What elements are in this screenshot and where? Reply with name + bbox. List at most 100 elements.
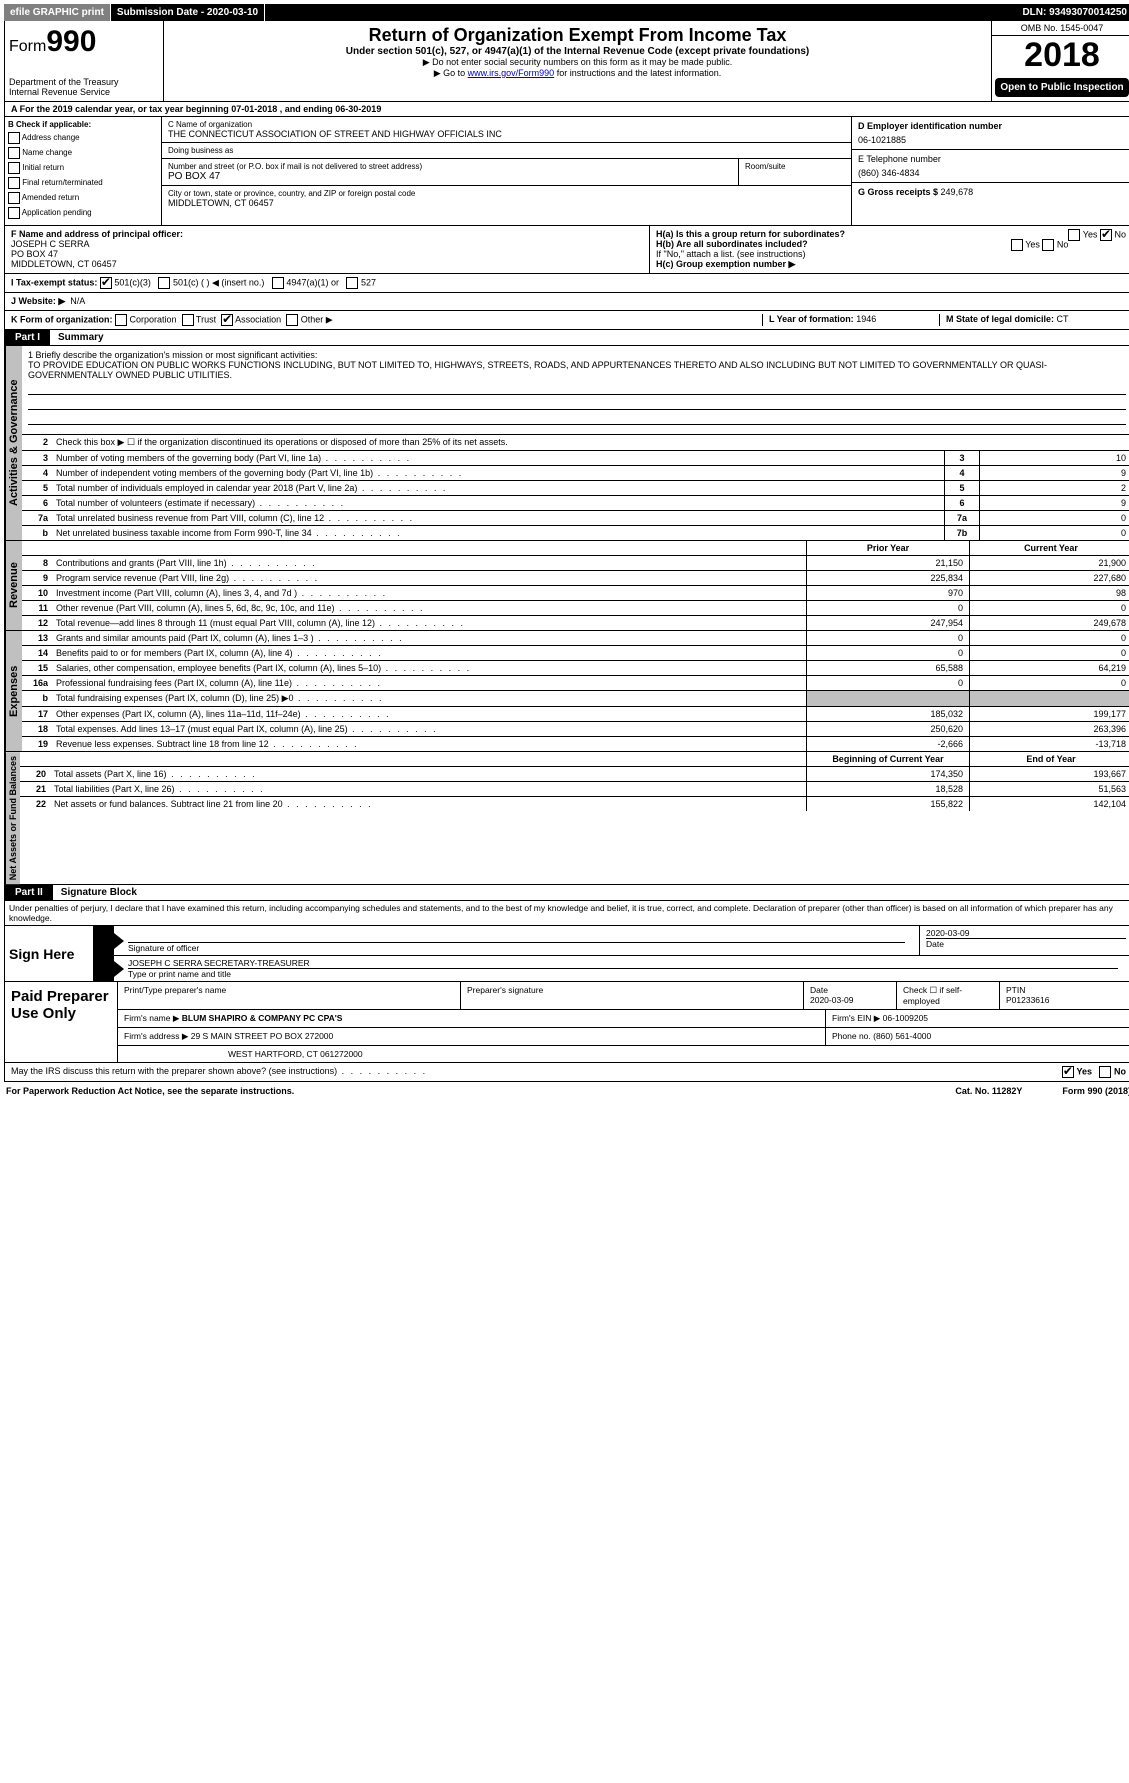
form-number: Form990: [9, 25, 159, 59]
org-name: THE CONNECTICUT ASSOCIATION OF STREET AN…: [168, 129, 845, 139]
box-d: D Employer identification number 06-1021…: [852, 117, 1129, 225]
chk-pending: Application pending: [8, 207, 158, 219]
checkbox-icon[interactable]: [8, 192, 20, 204]
irs-link[interactable]: www.irs.gov/Form990: [468, 68, 555, 78]
net-header-row: Beginning of Current Year End of Year: [20, 752, 1129, 767]
checkbox-icon[interactable]: [272, 277, 284, 289]
ein-cell: D Employer identification number 06-1021…: [852, 117, 1129, 150]
checkbox-icon[interactable]: [1062, 1066, 1074, 1078]
org-name-cell: C Name of organization THE CONNECTICUT A…: [162, 117, 851, 143]
chk-amended: Amended return: [8, 192, 158, 204]
checkbox-icon[interactable]: [8, 162, 20, 174]
officer-printed-name: JOSEPH C SERRA SECRETARY-TREASURER: [128, 958, 1118, 968]
header-left: Form990 Department of the Treasury Inter…: [5, 21, 164, 101]
h-b: H(b) Are all subordinates included? Yes …: [656, 239, 1126, 249]
city-cell: City or town, state or province, country…: [162, 186, 851, 211]
section-expenses: Expenses 13Grants and similar amounts pa…: [4, 631, 1129, 752]
data-row: 8Contributions and grants (Part VIII, li…: [22, 556, 1129, 571]
website-value: N/A: [70, 296, 85, 306]
section-revenue: Revenue Prior Year Current Year 8Contrib…: [4, 541, 1129, 631]
checkbox-icon[interactable]: [8, 177, 20, 189]
efile-label: efile GRAPHIC print: [4, 4, 111, 21]
omb-number: OMB No. 1545-0047: [992, 21, 1129, 36]
sign-here-block: Sign Here Signature of officer 2020-03-0…: [4, 926, 1129, 982]
mission-text: TO PROVIDE EDUCATION ON PUBLIC WORKS FUN…: [28, 360, 1126, 380]
box-b: B Check if applicable: Address change Na…: [5, 117, 162, 225]
data-row: 9Program service revenue (Part VIII, lin…: [22, 571, 1129, 586]
footer-form: Form 990 (2018): [1062, 1086, 1129, 1096]
box-b-title: B Check if applicable:: [8, 120, 158, 129]
preparer-row-4: WEST HARTFORD, CT 061272000: [118, 1046, 1129, 1062]
checkbox-icon[interactable]: [346, 277, 358, 289]
checkbox-icon[interactable]: [1099, 1066, 1111, 1078]
governance-row: bNet unrelated business taxable income f…: [22, 526, 1129, 540]
row-j: J Website: ▶ N/A: [4, 293, 1129, 311]
tax-year: 2018: [992, 36, 1129, 75]
ein-value: 06-1021885: [858, 135, 1126, 145]
part-tab: Part II: [5, 885, 53, 900]
checkbox-icon[interactable]: [221, 314, 233, 326]
irs-label: Internal Revenue Service: [9, 87, 159, 97]
section-governance: Activities & Governance 1 Briefly descri…: [4, 346, 1129, 541]
part-title: Summary: [50, 330, 112, 345]
checkbox-icon[interactable]: [1011, 239, 1023, 251]
data-row: 16aProfessional fundraising fees (Part I…: [22, 676, 1129, 691]
checkbox-icon[interactable]: [1100, 229, 1112, 241]
mission-block: 1 Briefly describe the organization's mi…: [22, 346, 1129, 435]
phone-value: (860) 346-4834: [858, 168, 1126, 178]
submission-date: Submission Date - 2020-03-10: [111, 4, 265, 21]
h-a: H(a) Is this a group return for subordin…: [656, 229, 1126, 239]
city-state-zip: MIDDLETOWN, CT 06457: [168, 198, 845, 208]
data-row: 22Net assets or fund balances. Subtract …: [20, 797, 1129, 811]
note-ssn: ▶ Do not enter social security numbers o…: [168, 57, 987, 68]
arrow-icon: [94, 926, 114, 955]
checkbox-icon[interactable]: [100, 277, 112, 289]
chk-initial-return: Initial return: [8, 162, 158, 174]
data-row: 17Other expenses (Part IX, column (A), l…: [22, 707, 1129, 722]
dept-treasury: Department of the Treasury: [9, 77, 159, 87]
checkbox-icon[interactable]: [182, 314, 194, 326]
data-row: 19Revenue less expenses. Subtract line 1…: [22, 737, 1129, 751]
checkbox-icon[interactable]: [1068, 229, 1080, 241]
part-title: Signature Block: [53, 885, 145, 900]
checkbox-icon[interactable]: [8, 132, 20, 144]
street-address: PO BOX 47: [168, 171, 732, 182]
checkbox-icon[interactable]: [115, 314, 127, 326]
footer-left: For Paperwork Reduction Act Notice, see …: [6, 1086, 294, 1096]
checkbox-icon[interactable]: [8, 207, 20, 219]
box-m: M State of legal domicile: CT: [939, 314, 1126, 326]
governance-row: 3Number of voting members of the governi…: [22, 451, 1129, 466]
governance-row: 2Check this box ▶ ☐ if the organization …: [22, 435, 1129, 451]
data-row: 18Total expenses. Add lines 13–17 (must …: [22, 722, 1129, 737]
footer-cat: Cat. No. 11282Y: [955, 1086, 1022, 1096]
governance-row: 6Total number of volunteers (estimate if…: [22, 496, 1129, 511]
data-row: 14Benefits paid to or for members (Part …: [22, 646, 1129, 661]
governance-rows: 2Check this box ▶ ☐ if the organization …: [22, 435, 1129, 540]
section-label-net: Net Assets or Fund Balances: [5, 752, 20, 884]
box-c: C Name of organization THE CONNECTICUT A…: [162, 117, 852, 225]
revenue-header-row: Prior Year Current Year: [22, 541, 1129, 556]
gross-receipts-cell: G Gross receipts $ 249,678: [852, 183, 1129, 201]
checkbox-icon[interactable]: [1042, 239, 1054, 251]
governance-row: 4Number of independent voting members of…: [22, 466, 1129, 481]
row-i: I Tax-exempt status: 501(c)(3) 501(c) ( …: [4, 274, 1129, 293]
col-beginning-year: Beginning of Current Year: [806, 752, 969, 766]
box-l: L Year of formation: 1946: [762, 314, 939, 326]
street-row: Number and street (or P.O. box if mail i…: [162, 159, 851, 186]
checkbox-icon[interactable]: [158, 277, 170, 289]
governance-row: 5Total number of individuals employed in…: [22, 481, 1129, 496]
preparer-row-3: Firm's address ▶ 29 S MAIN STREET PO BOX…: [118, 1028, 1129, 1046]
data-row: 20Total assets (Part X, line 16)174,3501…: [20, 767, 1129, 782]
checkbox-icon[interactable]: [8, 147, 20, 159]
box-f: F Name and address of principal officer:…: [5, 226, 650, 273]
header-right: OMB No. 1545-0047 2018 Open to Public In…: [991, 21, 1129, 101]
gross-receipts: 249,678: [941, 187, 974, 197]
section-label-governance: Activities & Governance: [5, 346, 22, 540]
note-link: ▶ Go to www.irs.gov/Form990 for instruct…: [168, 68, 987, 79]
form-title: Return of Organization Exempt From Incom…: [168, 25, 987, 46]
checkbox-icon[interactable]: [286, 314, 298, 326]
h-c: H(c) Group exemption number ▶: [656, 259, 1126, 270]
chk-address-change: Address change: [8, 132, 158, 144]
chk-name-change: Name change: [8, 147, 158, 159]
phone-cell: E Telephone number (860) 346-4834: [852, 150, 1129, 183]
